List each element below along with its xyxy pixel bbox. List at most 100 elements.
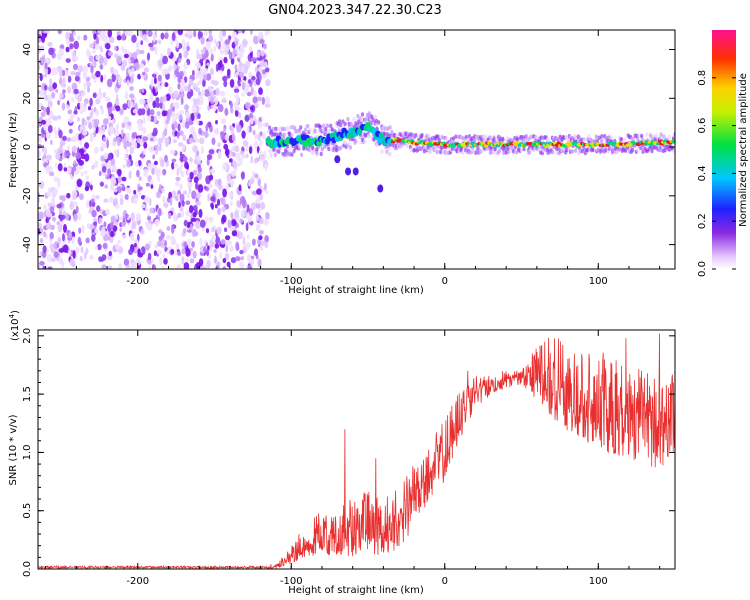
noise-speck <box>189 258 195 264</box>
noise-speck <box>158 183 162 192</box>
noise-speck <box>72 63 79 71</box>
noise-speck <box>60 214 66 220</box>
noise-speck <box>113 188 118 193</box>
noise-speck <box>197 80 202 86</box>
noise-speck <box>133 197 138 205</box>
noise-speck <box>251 190 258 196</box>
noise-speck <box>139 98 146 105</box>
noise-speck <box>167 47 171 57</box>
signal-halo <box>558 134 562 139</box>
noise-speck <box>44 67 49 76</box>
noise-speck <box>162 102 166 112</box>
noise-speck <box>171 32 176 41</box>
noise-speck <box>243 76 247 81</box>
noise-speck <box>178 110 185 115</box>
noise-speck <box>95 245 98 251</box>
noise-speck <box>129 93 135 99</box>
noise-speck <box>212 242 216 247</box>
signal-patch <box>352 167 359 176</box>
noise-speck <box>74 75 80 82</box>
noise-speck <box>172 139 178 144</box>
noise-speck <box>199 137 205 145</box>
noise-speck <box>189 171 194 180</box>
noise-speck <box>175 181 179 187</box>
noise-speck <box>150 258 155 263</box>
noise-speck <box>167 212 172 219</box>
noise-speck <box>265 96 270 105</box>
noise-speck <box>91 164 95 170</box>
signal-core <box>573 141 578 145</box>
noise-speck <box>56 221 61 226</box>
noise-speck <box>135 258 141 266</box>
noise-speck <box>233 88 240 93</box>
noise-speck <box>161 253 166 259</box>
noise-speck <box>121 45 125 52</box>
noise-speck <box>172 106 175 112</box>
noise-speck <box>123 53 129 59</box>
noise-speck <box>79 256 83 262</box>
noise-speck <box>48 47 54 56</box>
signal-core <box>649 142 654 146</box>
noise-speck <box>225 184 229 190</box>
noise-speck <box>107 30 113 38</box>
signal-halo <box>352 117 356 122</box>
noise-speck <box>264 163 268 172</box>
noise-speck <box>248 46 253 53</box>
noise-speck <box>135 41 140 49</box>
noise-speck <box>139 63 145 69</box>
noise-speck <box>62 89 66 94</box>
noise-speck <box>98 217 103 224</box>
noise-speck <box>265 212 270 220</box>
noise-speck <box>211 203 214 210</box>
noise-speck <box>240 209 247 218</box>
noise-speck <box>206 259 211 269</box>
noise-speck <box>89 97 93 107</box>
noise-speck <box>232 160 238 169</box>
noise-speck <box>38 222 42 228</box>
signal-core <box>419 139 425 143</box>
noise-speck <box>121 234 127 239</box>
x-tick-label: 100 <box>589 576 608 587</box>
noise-speck <box>103 221 107 228</box>
spectrogram-plot-area <box>38 30 675 269</box>
signal-halo <box>435 150 439 155</box>
noise-speck <box>246 234 250 240</box>
noise-speck <box>230 126 235 135</box>
noise-speck <box>153 136 158 143</box>
noise-speck <box>156 191 161 199</box>
noise-speck <box>178 166 182 173</box>
noise-speck <box>138 176 142 181</box>
noise-speck <box>171 162 175 170</box>
noise-speck <box>230 212 234 219</box>
noise-speck <box>147 215 152 221</box>
noise-speck <box>187 193 190 198</box>
noise-speck <box>234 64 238 71</box>
signal-halo <box>327 146 331 152</box>
noise-speck <box>175 112 180 120</box>
noise-speck <box>79 193 84 201</box>
noise-speck <box>53 126 57 134</box>
noise-speck <box>138 186 143 191</box>
signal-core <box>556 141 561 145</box>
noise-speck <box>207 193 211 202</box>
noise-speck <box>56 242 60 249</box>
signal-halo <box>311 150 315 156</box>
signal-halo <box>414 133 418 138</box>
noise-speck <box>94 228 99 234</box>
noise-speck <box>169 149 176 155</box>
noise-speck <box>45 132 51 140</box>
colorbar-tick-label: 0.4 <box>697 165 708 181</box>
signal-halo <box>432 147 436 153</box>
noise-speck <box>129 232 135 241</box>
noise-speck <box>251 57 258 62</box>
signal-halo <box>310 145 315 150</box>
noise-speck <box>197 166 202 173</box>
noise-speck <box>117 141 121 146</box>
signal-halo <box>268 149 272 154</box>
noise-speck <box>217 261 221 266</box>
noise-speck <box>265 189 269 195</box>
noise-speck <box>134 62 140 71</box>
noise-speck <box>203 68 209 73</box>
signal-halo <box>506 146 510 151</box>
noise-speck <box>202 265 208 269</box>
